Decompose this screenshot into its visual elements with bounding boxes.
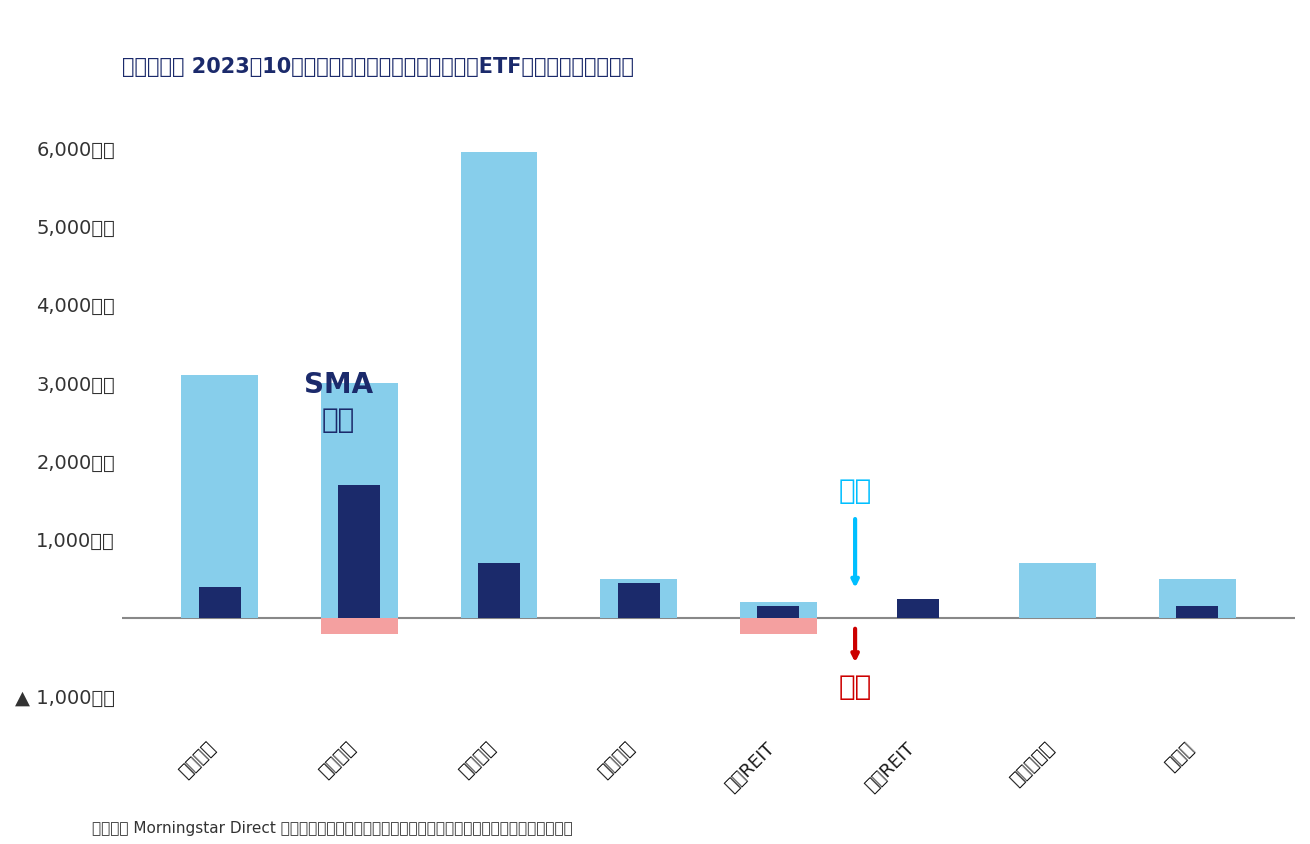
Bar (321, 383, 398, 618)
Bar (740, 618, 816, 634)
Bar (461, 152, 537, 618)
Bar (321, 618, 398, 634)
Bar (757, 606, 799, 618)
Bar (618, 583, 660, 618)
Bar (338, 485, 380, 618)
Bar (199, 587, 241, 618)
Bar (181, 376, 258, 618)
Text: 流出: 流出 (838, 673, 871, 701)
Text: （資料） Morningstar Direct より作成。各資産クラスはイボットソン分類を用いてファンドを分類。: （資料） Morningstar Direct より作成。各資産クラスはイボット… (92, 820, 572, 836)
Bar (478, 563, 520, 618)
Bar (1019, 563, 1096, 618)
Bar (600, 579, 677, 618)
Bar (1176, 606, 1218, 618)
Text: SMA
専用: SMA 専用 (304, 371, 373, 434)
Text: 》図表１》 2023年10月の日本籍追加型株式投信（除くETF）の推計資金流出入: 》図表１》 2023年10月の日本籍追加型株式投信（除くETF）の推計資金流出入 (122, 57, 634, 77)
Bar (897, 598, 939, 618)
Bar (1159, 579, 1235, 618)
Bar (740, 603, 816, 618)
Text: 流入: 流入 (838, 477, 871, 505)
